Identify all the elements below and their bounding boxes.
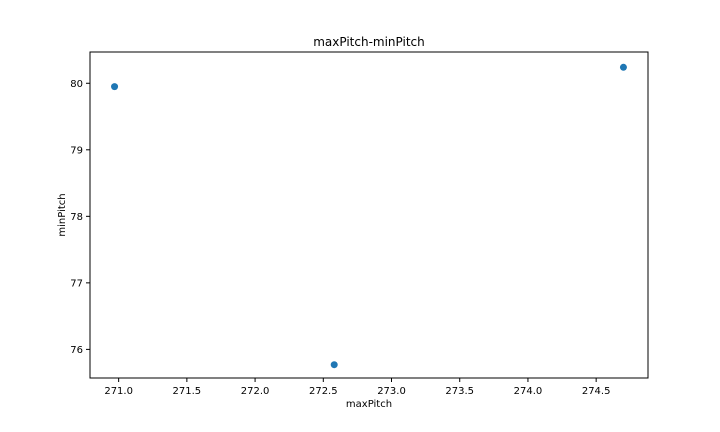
x-tick-label: 273.5: [445, 386, 474, 397]
x-tick-label: 271.0: [104, 386, 133, 397]
data-point: [111, 83, 119, 91]
data-point: [619, 63, 627, 71]
x-axis-label: maxPitch: [346, 399, 392, 410]
x-tick-label: 272.5: [309, 386, 338, 397]
y-axis-label: minPitch: [57, 193, 68, 236]
x-tick-label: 271.5: [173, 386, 202, 397]
chart-title: maxPitch-minPitch: [313, 35, 425, 49]
x-tick-label: 274.0: [514, 386, 543, 397]
data-point: [330, 361, 338, 369]
axis-ticks: 271.0 271.5 272.0 272.5 273.0 273.5 274.0 274.5…: [70, 79, 610, 397]
y-tick-label: 78: [70, 212, 83, 223]
y-tick-label: 77: [70, 278, 83, 289]
y-tick-label: 79: [70, 145, 83, 156]
x-tick-label: 273.0: [377, 386, 406, 397]
y-tick-label: 80: [70, 79, 83, 90]
plot-area-frame: [89, 51, 649, 379]
x-tick-label: 274.5: [582, 386, 611, 397]
y-tick-label: 76: [70, 345, 83, 356]
x-tick-label: 272.0: [241, 386, 270, 397]
data-points: [111, 63, 627, 369]
